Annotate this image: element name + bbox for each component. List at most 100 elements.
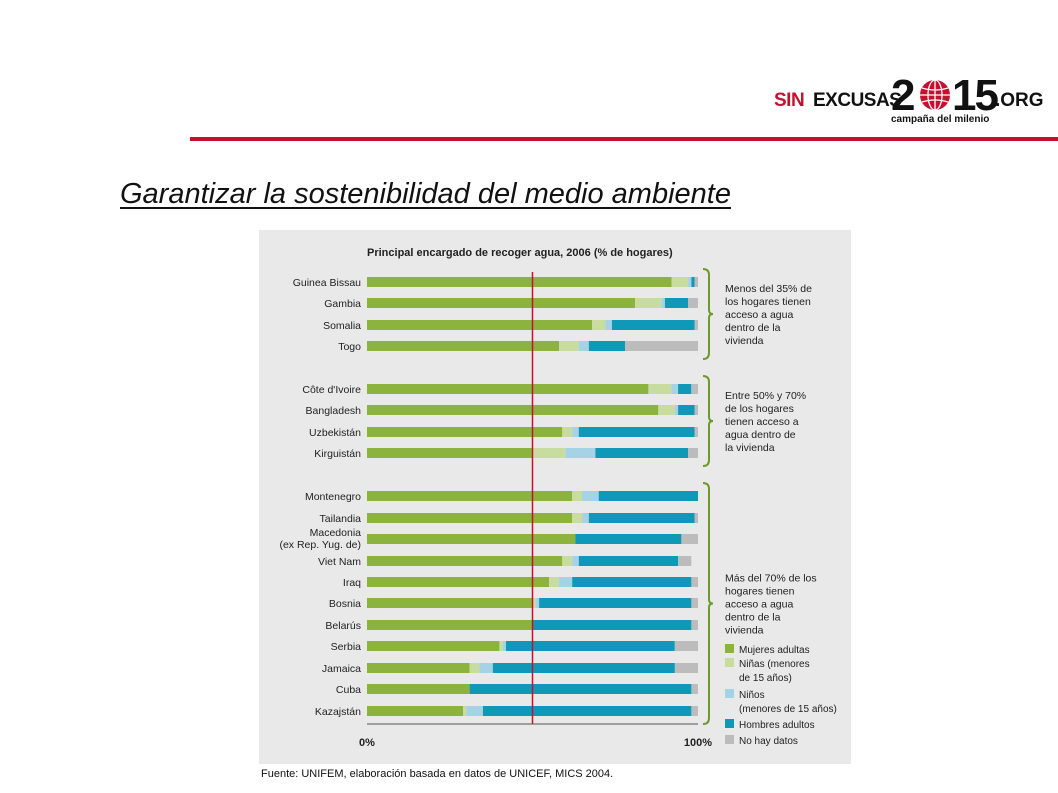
bar-segment — [367, 620, 533, 630]
bar-segment — [691, 684, 698, 694]
bar-segment — [578, 427, 695, 437]
bar-segment — [582, 513, 589, 523]
legend-label: (menores de 15 años) — [739, 704, 837, 715]
legend-swatch — [725, 644, 734, 653]
category-label: Bangladesh — [306, 405, 362, 417]
group-label: Más del 70% de los — [725, 573, 817, 585]
bar-segment — [691, 384, 698, 394]
bar-segment — [532, 448, 566, 458]
legend-label: Niñas (menores — [739, 659, 810, 670]
bar-segment — [691, 706, 698, 716]
bar-segment — [367, 448, 533, 458]
bar-segment — [661, 298, 665, 308]
bar-segment — [588, 341, 626, 351]
bar-segment — [466, 706, 483, 716]
bar-segment — [479, 663, 493, 673]
bar-segment — [694, 427, 698, 437]
group-label: acceso a agua — [725, 309, 793, 321]
legend-swatch — [725, 689, 734, 698]
bar-segment — [502, 641, 506, 651]
bar-segment — [535, 598, 540, 608]
category-label: Bosnia — [329, 598, 361, 610]
bar-segment — [532, 598, 536, 608]
category-label: Togo — [338, 341, 361, 353]
bar-segment — [691, 598, 698, 608]
category-label: Uzbekistán — [309, 427, 361, 439]
legend-swatch — [725, 719, 734, 728]
bar-segment — [681, 534, 698, 544]
logo-excusas-text: EXCUSAS — [813, 90, 902, 111]
group-label: tienen acceso a — [725, 416, 799, 428]
bar-segment — [367, 663, 470, 673]
sinexcusas-logo[interactable]: SIN EXCUSAS 2 15 .ORG campaña del mileni… — [768, 71, 1044, 132]
category-label: Cuba — [336, 684, 361, 696]
group-bracket — [702, 268, 714, 360]
globe-icon — [920, 79, 950, 111]
bar-segment — [691, 577, 698, 587]
bar-segment — [694, 513, 698, 523]
category-label: Tailandia — [320, 513, 362, 525]
chart-title: Principal encargado de recoger agua, 200… — [367, 247, 673, 259]
legend-label: Niños — [739, 690, 765, 701]
bar-segment — [578, 556, 679, 566]
bar-segment — [582, 491, 599, 501]
category-label: Guinea Bissau — [293, 277, 361, 289]
bar-segment — [578, 341, 589, 351]
group-label: de los hogares — [725, 403, 794, 415]
bar-segment — [694, 405, 698, 415]
bar-segment — [367, 577, 550, 587]
bar-segment — [532, 620, 692, 630]
bar-segment — [678, 405, 695, 415]
category-label: Côte d'Ivoire — [302, 384, 361, 396]
bar-segment — [605, 320, 612, 330]
category-label: Montenegro — [305, 491, 361, 503]
logo-year-2: 2 — [891, 71, 916, 120]
source-note: Fuente: UNIFEM, elaboración basada en da… — [261, 768, 614, 780]
bar-segment — [588, 513, 695, 523]
category-label: Belarús — [325, 620, 361, 632]
category-label: Macedonia — [310, 527, 362, 539]
bar-segment — [367, 706, 463, 716]
category-label: Kazajstán — [315, 706, 361, 718]
bar-segment — [562, 556, 573, 566]
group-bracket — [702, 375, 714, 467]
bar-segment — [469, 663, 480, 673]
bar-segment — [367, 427, 563, 437]
category-label: Kirguistán — [314, 448, 361, 460]
group-label: vivienda — [725, 335, 764, 347]
x-tick-label: 100% — [684, 737, 712, 749]
group-label: hogares tienen — [725, 586, 795, 598]
bar-segment — [678, 556, 692, 566]
bar-segment — [367, 641, 500, 651]
bar-segment — [625, 341, 698, 351]
logo-org-text: .ORG — [995, 90, 1044, 111]
bar-segment — [463, 706, 467, 716]
bar-segment — [688, 448, 698, 458]
bar-segment — [658, 405, 675, 415]
bar-segment — [572, 491, 583, 501]
group-label: la vivienda — [725, 442, 775, 454]
bar-segment — [565, 448, 596, 458]
bar-segment — [688, 277, 692, 287]
group-label: los hogares tienen — [725, 296, 811, 308]
bar-segment — [648, 384, 672, 394]
bar-segment — [674, 641, 698, 651]
bar-segment — [691, 620, 698, 630]
category-label: Jamaica — [322, 663, 361, 675]
bar-segment — [367, 298, 636, 308]
bar-segment — [559, 577, 573, 587]
bar-segment — [635, 298, 662, 308]
bar-segment — [367, 405, 659, 415]
bar-segment — [671, 384, 679, 394]
bar-segment — [506, 641, 675, 651]
header-divider — [190, 137, 1058, 141]
bar-segment — [539, 598, 692, 608]
bar-segment — [691, 277, 695, 287]
chart-panel: Principal encargado de recoger agua, 200… — [259, 230, 851, 764]
bar-segment — [694, 320, 698, 330]
category-label: Somalia — [323, 320, 361, 332]
bar-segment — [367, 556, 563, 566]
bar-segment — [664, 298, 689, 308]
legend-swatch — [725, 658, 734, 667]
group-label: dentro de la — [725, 322, 781, 334]
